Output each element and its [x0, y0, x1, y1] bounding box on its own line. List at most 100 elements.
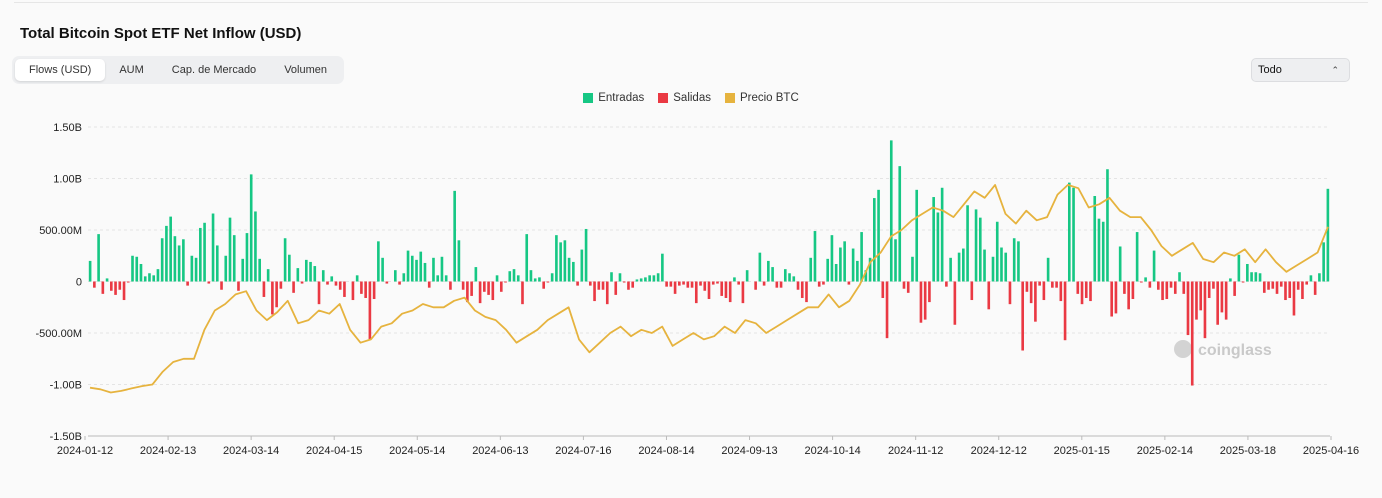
- legend-item-outflow[interactable]: Salidas: [658, 92, 711, 104]
- outflow-bar: [1034, 281, 1037, 322]
- inflow-bar: [559, 242, 562, 282]
- inflow-bar: [550, 273, 554, 282]
- legend-swatch-price: [724, 93, 735, 103]
- outflow-bar: [720, 281, 724, 296]
- outflow-bar: [1165, 281, 1169, 300]
- outflow-bar: [326, 281, 329, 285]
- outflow-bar: [1055, 281, 1058, 288]
- y-tick-label: 1.00B: [53, 174, 82, 186]
- outflow-bar: [1161, 281, 1164, 301]
- x-tick-label: 2025-01-15: [1054, 445, 1110, 457]
- outflow-bar: [762, 281, 766, 286]
- inflow-bar: [936, 212, 940, 282]
- inflow-bar: [224, 255, 228, 282]
- outflow-bar: [237, 281, 240, 291]
- inflow-bar: [516, 275, 520, 282]
- outflow-bar: [601, 281, 605, 290]
- outflow-bar: [822, 281, 825, 285]
- outflow-bar: [1059, 281, 1063, 302]
- outflow-bar: [817, 281, 821, 287]
- inflow-bar: [1118, 246, 1122, 282]
- inflow-bar: [249, 174, 253, 282]
- inflow-bar: [1135, 232, 1139, 282]
- outflow-bar: [1140, 281, 1143, 283]
- outflow-bar: [699, 281, 702, 286]
- inflow-bar: [868, 257, 872, 282]
- inflow-bar: [199, 227, 202, 282]
- inflow-bar: [432, 257, 435, 282]
- y-tick-label: -1.00B: [50, 380, 82, 392]
- outflow-bar: [678, 281, 681, 286]
- outflow-bar: [847, 281, 851, 285]
- inflow-bar: [410, 255, 414, 282]
- outflow-bar: [805, 281, 808, 303]
- chart-title: Total Bitcoin Spot ETF Net Inflow (USD): [20, 25, 302, 42]
- inflow-bar: [296, 268, 300, 282]
- inflow-bar: [283, 238, 287, 282]
- legend-item-price[interactable]: Precio BTC: [724, 92, 799, 104]
- inflow-bar: [529, 270, 533, 282]
- tab-aum[interactable]: AUM: [119, 64, 144, 76]
- outflow-bar: [1199, 281, 1203, 311]
- inflow-bar: [940, 187, 944, 282]
- inflow-bar: [177, 245, 181, 282]
- range-select-value: Todo: [1258, 64, 1282, 76]
- outflow-bar: [109, 281, 113, 291]
- x-tick-label: 2025-04-16: [1303, 445, 1359, 457]
- inflow-bar: [228, 217, 232, 282]
- outflow-bar: [542, 281, 545, 289]
- outflow-bar: [1284, 281, 1287, 301]
- metric-tabs: Flows (USD) AUM Cap. de Mercado Volumen: [12, 56, 344, 84]
- inflow-bar: [1097, 218, 1101, 282]
- tab-volume[interactable]: Volumen: [284, 64, 327, 76]
- x-tick-label: 2024-06-13: [472, 445, 528, 457]
- outflow-bar: [1157, 281, 1160, 290]
- inflow-bar: [1237, 254, 1241, 282]
- legend-item-inflow[interactable]: Entradas: [583, 92, 644, 104]
- inflow-bar: [1000, 247, 1003, 282]
- inflow-bar: [889, 140, 893, 282]
- inflow-bar: [635, 279, 639, 282]
- outflow-bar: [588, 281, 592, 286]
- outflow-bar: [461, 281, 465, 290]
- inflow-bar: [330, 276, 334, 282]
- outflow-bar: [1182, 281, 1186, 294]
- outflow-bar: [338, 281, 342, 290]
- outflow-bar: [885, 281, 889, 339]
- outflow-bar: [707, 281, 711, 300]
- outflow-bar: [1275, 281, 1279, 294]
- inflow-bar: [1250, 272, 1253, 282]
- tab-market-cap[interactable]: Cap. de Mercado: [171, 64, 257, 76]
- inflow-bar: [563, 240, 567, 282]
- outflow-bar: [627, 281, 630, 290]
- inflow-bar: [1144, 277, 1147, 282]
- inflow-bar: [105, 278, 109, 282]
- outflow-bar: [775, 281, 779, 288]
- outflow-bar: [1190, 281, 1194, 386]
- inflow-bar: [813, 231, 817, 282]
- inflow-bar: [1318, 273, 1321, 282]
- outflow-bar: [953, 281, 957, 325]
- tab-flows[interactable]: Flows (USD): [15, 59, 106, 81]
- inflow-bar: [135, 256, 139, 282]
- range-select[interactable]: Todo ⌃: [1251, 58, 1350, 82]
- outflow-bar: [1305, 281, 1309, 285]
- outflow-bar: [1241, 281, 1245, 283]
- inflow-bar: [194, 257, 198, 282]
- outflow-bar: [126, 281, 130, 283]
- outflow-bar: [1029, 281, 1033, 304]
- x-tick-label: 2024-07-16: [555, 445, 611, 457]
- outflow-bar: [1262, 281, 1266, 293]
- outflow-bar: [1313, 281, 1317, 295]
- outflow-bar: [483, 281, 486, 292]
- inflow-bar: [567, 257, 571, 282]
- inflow-bar: [533, 278, 537, 282]
- x-tick-label: 2025-03-18: [1220, 445, 1276, 457]
- legend-label-outflow: Salidas: [673, 92, 711, 104]
- inflow-bar: [474, 267, 478, 282]
- inflow-bar: [444, 275, 448, 282]
- outflow-bar: [1076, 281, 1080, 294]
- outflow-bar: [631, 281, 635, 288]
- inflow-bar: [898, 166, 902, 282]
- inflow-bar: [572, 261, 575, 282]
